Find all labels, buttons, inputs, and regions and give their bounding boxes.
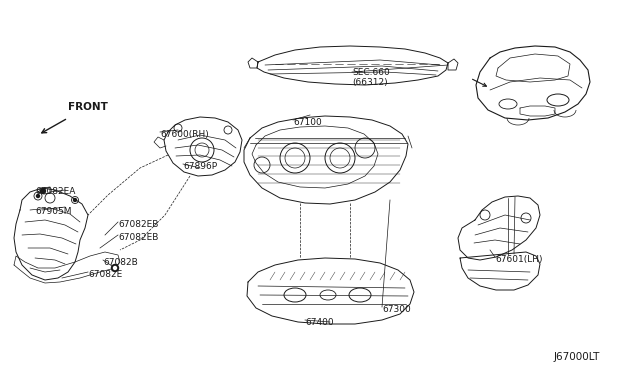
Text: (66312): (66312) — [352, 78, 388, 87]
Text: 67082E: 67082E — [88, 270, 122, 279]
Text: 67082EB: 67082EB — [118, 220, 158, 229]
Circle shape — [40, 189, 45, 193]
Text: SEC.660: SEC.660 — [352, 68, 390, 77]
Text: J67000LT: J67000LT — [554, 352, 600, 362]
Text: 67905M: 67905M — [35, 207, 72, 216]
Text: 67400: 67400 — [305, 318, 333, 327]
Text: 67601(LH): 67601(LH) — [495, 255, 543, 264]
Text: 67896P: 67896P — [183, 162, 217, 171]
Circle shape — [74, 199, 77, 202]
Circle shape — [36, 195, 40, 198]
Text: 67082EA: 67082EA — [35, 187, 76, 196]
Text: 67300: 67300 — [382, 305, 411, 314]
Text: 67100: 67100 — [293, 118, 322, 127]
Circle shape — [113, 266, 116, 269]
Text: FRONT: FRONT — [68, 102, 108, 112]
Text: 67082B: 67082B — [103, 258, 138, 267]
Text: 67082EB: 67082EB — [118, 233, 158, 242]
Circle shape — [111, 264, 118, 272]
Text: 67600(RH): 67600(RH) — [160, 130, 209, 139]
